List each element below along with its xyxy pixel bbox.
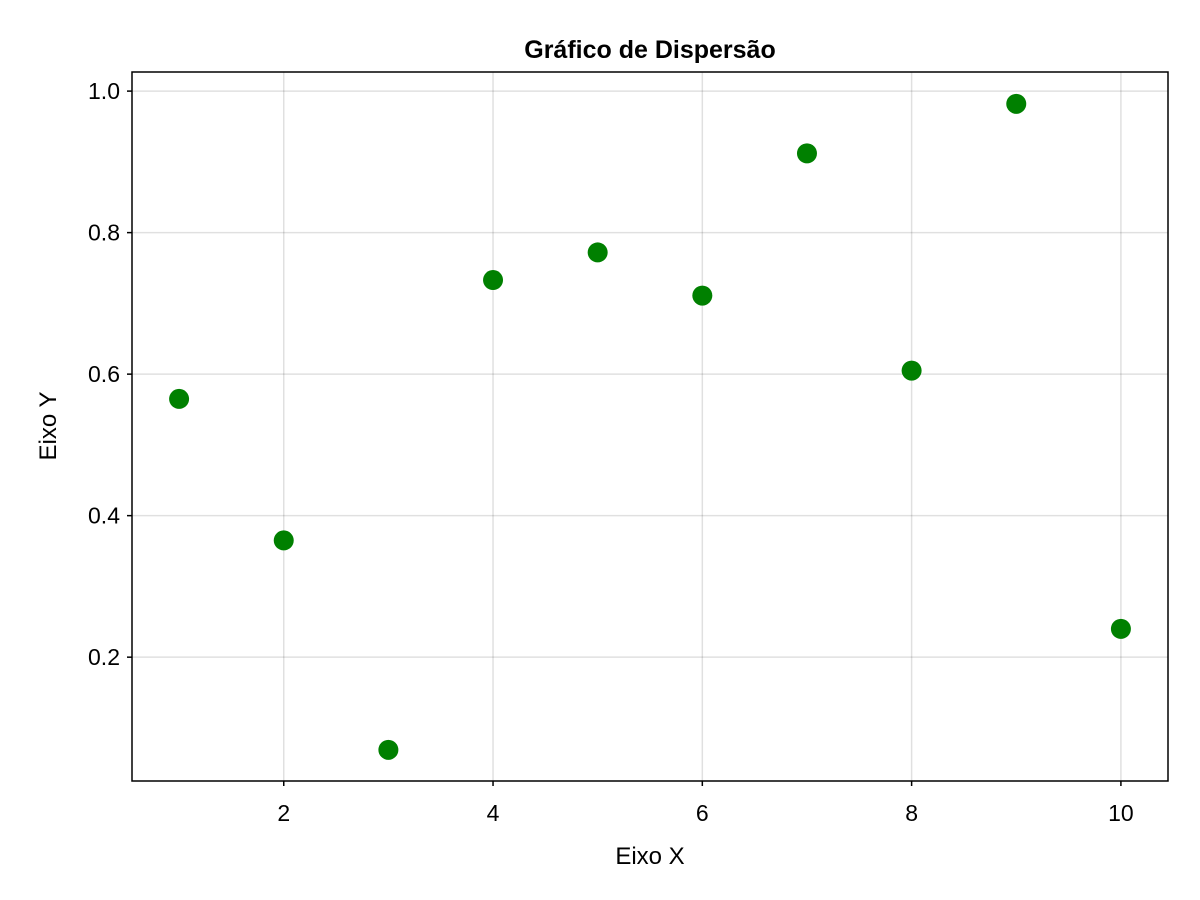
y-tick-label: 0.8 xyxy=(88,220,120,246)
scatter-point xyxy=(1006,93,1027,114)
x-tick-label: 10 xyxy=(1108,800,1134,826)
x-axis-title: Eixo X xyxy=(615,843,684,870)
x-tick-label: 8 xyxy=(905,800,918,826)
data-points xyxy=(169,93,1131,760)
scatter-point xyxy=(378,739,399,760)
y-tick-label: 0.4 xyxy=(88,503,120,529)
scatter-point xyxy=(273,530,294,551)
scatter-point xyxy=(1110,618,1131,639)
scatter-point xyxy=(483,270,504,291)
scatter-point xyxy=(692,285,713,306)
scatter-point xyxy=(901,360,922,381)
y-tick-label: 0.6 xyxy=(88,361,120,387)
y-axis-ticks: 0.2 0.4 0.6 0.8 1.0 xyxy=(88,78,132,670)
grid-lines xyxy=(132,72,1168,781)
chart-title: Gráfico de Dispersão xyxy=(524,36,775,64)
x-tick-label: 2 xyxy=(277,800,290,826)
x-tick-label: 6 xyxy=(696,800,709,826)
y-axis-title: Eixo Y xyxy=(35,392,62,461)
scatter-point xyxy=(796,143,817,164)
y-tick-label: 1.0 xyxy=(88,78,120,104)
x-tick-label: 4 xyxy=(487,800,500,826)
scatter-point xyxy=(587,242,608,263)
y-tick-label: 0.2 xyxy=(88,644,120,670)
x-axis-ticks: 2 4 6 8 10 xyxy=(277,781,1134,826)
plot-area-frame xyxy=(131,71,1169,782)
scatter-point xyxy=(169,388,190,409)
